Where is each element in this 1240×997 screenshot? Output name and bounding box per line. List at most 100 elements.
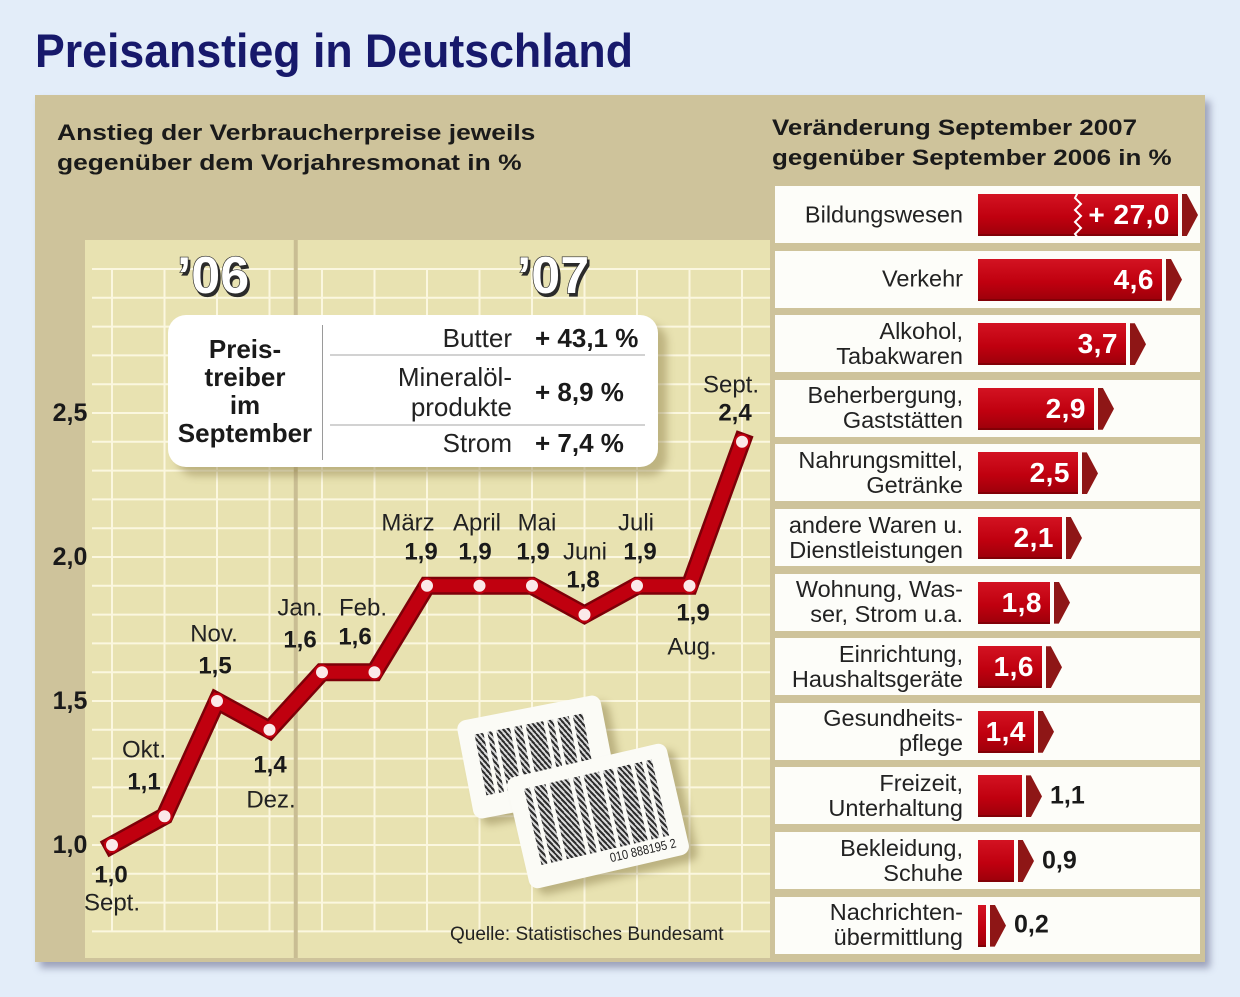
category-label-line: Freizeit, bbox=[879, 769, 963, 796]
bar-value-label: 2,9 bbox=[1045, 392, 1086, 424]
bar bbox=[978, 840, 1014, 882]
bar-value-label: 4,6 bbox=[1113, 263, 1154, 295]
callout-item-label: Strom bbox=[328, 428, 512, 458]
callout-divider bbox=[322, 325, 323, 460]
bar-value-label: 0,2 bbox=[1014, 910, 1049, 939]
category-label-line: Nachrichten- bbox=[829, 899, 963, 926]
category-label: andere Waren u. Dienstleistungen bbox=[775, 511, 963, 563]
category-label-line: andere Waren u. bbox=[788, 511, 963, 538]
bar-value-label: 1,4 bbox=[985, 715, 1026, 747]
bar: 2,9 bbox=[978, 387, 1094, 430]
bar-arrow-icon bbox=[990, 904, 1006, 947]
bar-row: Nachrichten-übermittlung 0,2 bbox=[775, 896, 1200, 954]
category-label-line: Dienstleistungen bbox=[789, 536, 963, 563]
callout-label-line: Mineralöl- bbox=[397, 362, 512, 392]
callout-item-strom: Strom + 7,4 % bbox=[328, 428, 658, 458]
bar-row: Bekleidung, Schuhe 0,9 bbox=[775, 832, 1200, 889]
bar: + 27,0 bbox=[978, 192, 1178, 238]
bar: 4,6 bbox=[978, 258, 1162, 301]
bar-arrow-icon bbox=[1026, 775, 1042, 818]
axis-break-icon bbox=[1073, 192, 1083, 238]
header-line: Veränderung September 2007 bbox=[772, 115, 1138, 140]
header-line: gegenüber dem Vorjahresmonat in % bbox=[57, 150, 522, 175]
bar-row: Einrichtung, Haushaltsgeräte 1,6 bbox=[775, 638, 1200, 696]
bar-value-label: 2,1 bbox=[1013, 522, 1054, 553]
line-chart-header: Anstieg der Verbraucherpreise jeweils ge… bbox=[57, 118, 535, 178]
category-label-line: Bekleidung, bbox=[840, 834, 963, 861]
category-label-line: ser, Strom u.a. bbox=[810, 601, 963, 628]
bar: 1,8 bbox=[978, 581, 1050, 624]
bar: 2,5 bbox=[978, 452, 1078, 495]
category-label-line: Getränke bbox=[866, 471, 963, 498]
bar-value-label: 1,6 bbox=[993, 651, 1034, 683]
callout-item-mineraloel: Mineralöl- produkte + 8,9 % bbox=[328, 362, 658, 422]
category-label: Beherbergung, Gaststätten bbox=[775, 383, 963, 433]
callout-item-value: + 8,9 % bbox=[535, 377, 624, 407]
bar-chart-header: Veränderung September 2007 gegenüber Sep… bbox=[772, 113, 1172, 173]
category-label-line: Schuhe bbox=[883, 859, 963, 886]
callout-title-line: Preis- bbox=[208, 334, 282, 364]
category-label: Bildungswesen bbox=[775, 202, 963, 227]
callout-item-value: + 43,1 % bbox=[535, 323, 639, 353]
category-label: Nahrungsmittel, Getränke bbox=[775, 446, 963, 498]
bar-value-label: 0,9 bbox=[1042, 846, 1077, 874]
bar-row: andere Waren u. Dienstleistungen 2,1 bbox=[775, 509, 1200, 566]
category-label: Verkehr bbox=[775, 266, 963, 292]
bar-row: Bildungswesen + 27,0 bbox=[775, 186, 1200, 243]
bar-row: Gesundheits-pflege 1,4 bbox=[775, 702, 1200, 760]
callout-separator bbox=[330, 354, 645, 356]
category-label-line: Wohnung, Was- bbox=[795, 576, 963, 603]
bar-arrow-icon bbox=[1038, 710, 1054, 753]
category-label: Bekleidung, Schuhe bbox=[775, 834, 963, 886]
category-label-line: übermittlung bbox=[833, 924, 963, 951]
bar bbox=[978, 775, 1022, 818]
callout-title-line: September bbox=[177, 418, 313, 448]
category-label-line: Gaststätten bbox=[842, 407, 963, 434]
bar bbox=[978, 904, 986, 947]
bar: 1,6 bbox=[978, 646, 1042, 689]
bar-value-label: 2,5 bbox=[1029, 457, 1070, 489]
category-label: Gesundheits-pflege bbox=[775, 706, 963, 756]
category-label-line: Nahrungsmittel, bbox=[798, 446, 963, 473]
callout-title-line: treiber bbox=[204, 362, 286, 392]
page-title: Preisanstieg in Deutschland bbox=[35, 24, 633, 77]
category-label-line: pflege bbox=[898, 730, 963, 757]
header-line: gegenüber September 2006 in % bbox=[772, 145, 1172, 170]
callout-title-line: im bbox=[229, 390, 261, 420]
bar-arrow-icon bbox=[1066, 517, 1082, 559]
callout-label-line: produkte bbox=[410, 392, 512, 422]
bar-value-label: 1,1 bbox=[1050, 781, 1085, 810]
bar-value-label: 3,7 bbox=[1077, 328, 1118, 360]
category-label-line: Unterhaltung bbox=[828, 794, 963, 821]
header-line: Anstieg der Verbraucherpreise jeweils bbox=[57, 120, 536, 145]
category-label-line: Haushaltsgeräte bbox=[791, 665, 963, 692]
category-label: Alkohol, Tabakwaren bbox=[775, 317, 963, 369]
bar: 3,7 bbox=[978, 323, 1126, 366]
bar-row: Verkehr 4,6 bbox=[775, 250, 1200, 308]
bar-arrow-icon bbox=[1046, 646, 1062, 689]
bar-arrow-icon bbox=[1098, 387, 1114, 430]
category-label-line: Beherbergung, bbox=[807, 382, 963, 409]
bar-arrow-icon bbox=[1182, 194, 1198, 236]
callout-separator bbox=[330, 424, 645, 426]
bar: 2,1 bbox=[978, 517, 1062, 559]
callout-item-value: + 7,4 % bbox=[535, 428, 624, 458]
category-label: Nachrichten-übermittlung bbox=[775, 900, 963, 950]
callout-item-butter: Butter + 43,1 % bbox=[328, 323, 658, 353]
bar-row: Beherbergung, Gaststätten 2,9 bbox=[775, 379, 1200, 437]
bar-row: Wohnung, Was-ser, Strom u.a. 1,8 bbox=[775, 573, 1200, 631]
bar: 1,4 bbox=[978, 710, 1034, 753]
category-label-line: Alkohol, bbox=[879, 317, 963, 344]
price-drivers-callout: Preis- treiber im September Butter + 43,… bbox=[168, 315, 658, 467]
category-label-line: Einrichtung, bbox=[838, 640, 963, 667]
bar-value-label: + 27,0 bbox=[1088, 199, 1170, 230]
category-label: Freizeit, Unterhaltung bbox=[775, 769, 963, 821]
bar-row: Alkohol, Tabakwaren 3,7 bbox=[775, 315, 1200, 373]
bar-row: Nahrungsmittel, Getränke 2,5 bbox=[775, 444, 1200, 502]
bar-arrow-icon bbox=[1166, 258, 1182, 301]
category-label-line: Bildungswesen bbox=[804, 201, 963, 227]
category-label-line: Gesundheits- bbox=[823, 705, 963, 732]
category-label: Einrichtung, Haushaltsgeräte bbox=[775, 640, 963, 692]
bar-value-label: 1,8 bbox=[1001, 586, 1042, 618]
category-label-line: Tabakwaren bbox=[836, 342, 963, 369]
